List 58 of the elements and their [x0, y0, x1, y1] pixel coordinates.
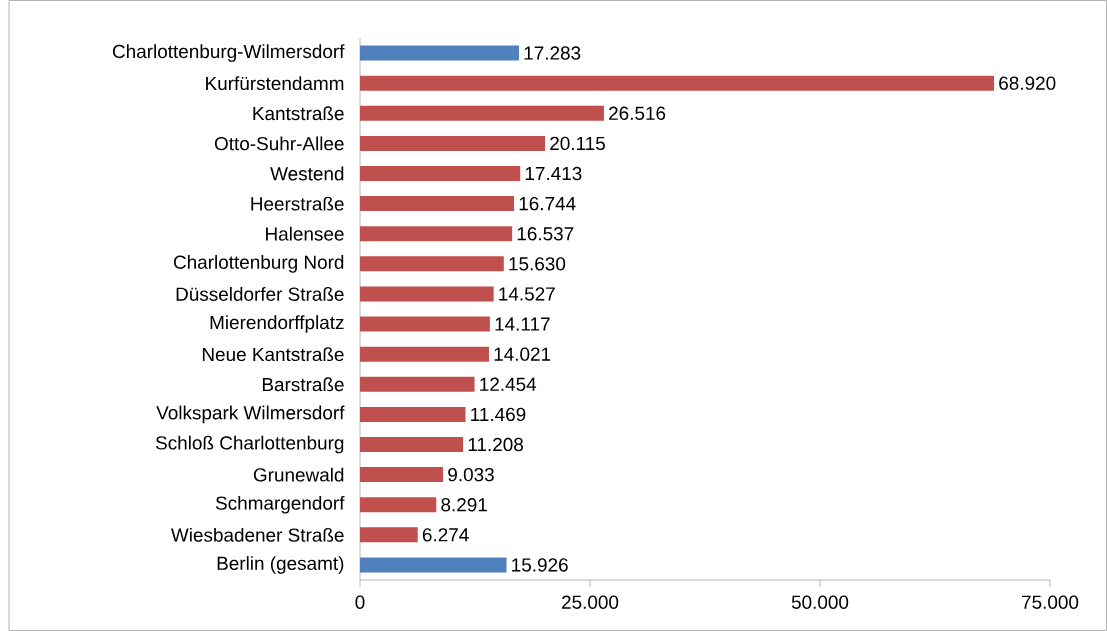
bar — [360, 497, 437, 513]
y-tick-label: Halensee — [266, 226, 344, 241]
data-label: 14.527 — [499, 287, 555, 301]
y-tick-label: Volkspark Wilmersdorf — [156, 405, 345, 424]
y-tick-label: Schloß Charlottenburg — [155, 435, 344, 454]
bar — [360, 346, 489, 362]
bar — [360, 376, 475, 392]
bar — [360, 467, 444, 483]
bar — [360, 437, 464, 452]
x-tick-label: 0 — [355, 595, 365, 609]
y-tick-label: Berlin (gesamt) — [217, 556, 344, 574]
y-tick-label: Charlottenburg Nord — [173, 255, 344, 273]
data-label: 16.537 — [517, 227, 574, 241]
bar — [360, 105, 604, 121]
y-tick-label: Kantstraße — [253, 106, 344, 121]
y-tick-label: Düsseldorfer Straße — [176, 286, 344, 301]
bar — [360, 75, 995, 91]
y-tick-label: Neue Kantstraße — [202, 347, 344, 362]
data-label: 14.117 — [495, 317, 550, 331]
data-label: 68.920 — [999, 76, 1056, 90]
bar — [360, 135, 546, 151]
data-label: 14.021 — [494, 347, 551, 361]
x-tick-label: 75.000 — [1022, 595, 1079, 609]
bar — [360, 286, 494, 302]
bar — [360, 226, 513, 242]
y-tick-label: Otto-Suhr-Allee — [214, 136, 344, 151]
y-tick-label: Schmargendorf — [215, 495, 345, 514]
data-label: 11.208 — [468, 437, 523, 452]
y-tick-label: Kurfürstendamm — [206, 76, 344, 91]
bar — [360, 316, 490, 332]
data-label: 20.115 — [550, 136, 605, 151]
data-label: 17.413 — [525, 166, 582, 181]
y-tick-label: Barstraße — [262, 377, 344, 392]
data-label: 15.926 — [512, 558, 568, 572]
x-tick-label: 50.000 — [791, 595, 849, 609]
data-label: 6.274 — [422, 528, 469, 542]
bar — [360, 166, 521, 181]
bar — [360, 196, 515, 212]
data-label: 8.291 — [441, 498, 487, 512]
data-label: 26.516 — [609, 106, 666, 120]
y-tick-label: Charlottenburg-Wilmersdorf — [112, 44, 345, 62]
data-label: 12.454 — [480, 377, 537, 391]
bar — [360, 557, 507, 573]
y-tick-label: Heerstraße — [251, 196, 344, 211]
bar — [360, 45, 520, 61]
bar — [360, 406, 466, 422]
bar — [360, 527, 418, 543]
y-tick-label: Grunewald — [253, 467, 344, 482]
data-label: 11.469 — [471, 407, 526, 422]
bar — [360, 256, 504, 272]
data-label: 17.283 — [524, 46, 581, 60]
data-label: 15.630 — [509, 257, 566, 271]
data-label: 9.033 — [448, 467, 494, 482]
x-tick-label: 25.000 — [562, 595, 619, 609]
data-label: 16.744 — [519, 196, 576, 211]
y-tick-label: Westend — [270, 166, 344, 181]
y-tick-label: Wiesbadener Straße — [170, 527, 344, 542]
y-tick-label: Mierendorffplatz — [210, 315, 344, 333]
